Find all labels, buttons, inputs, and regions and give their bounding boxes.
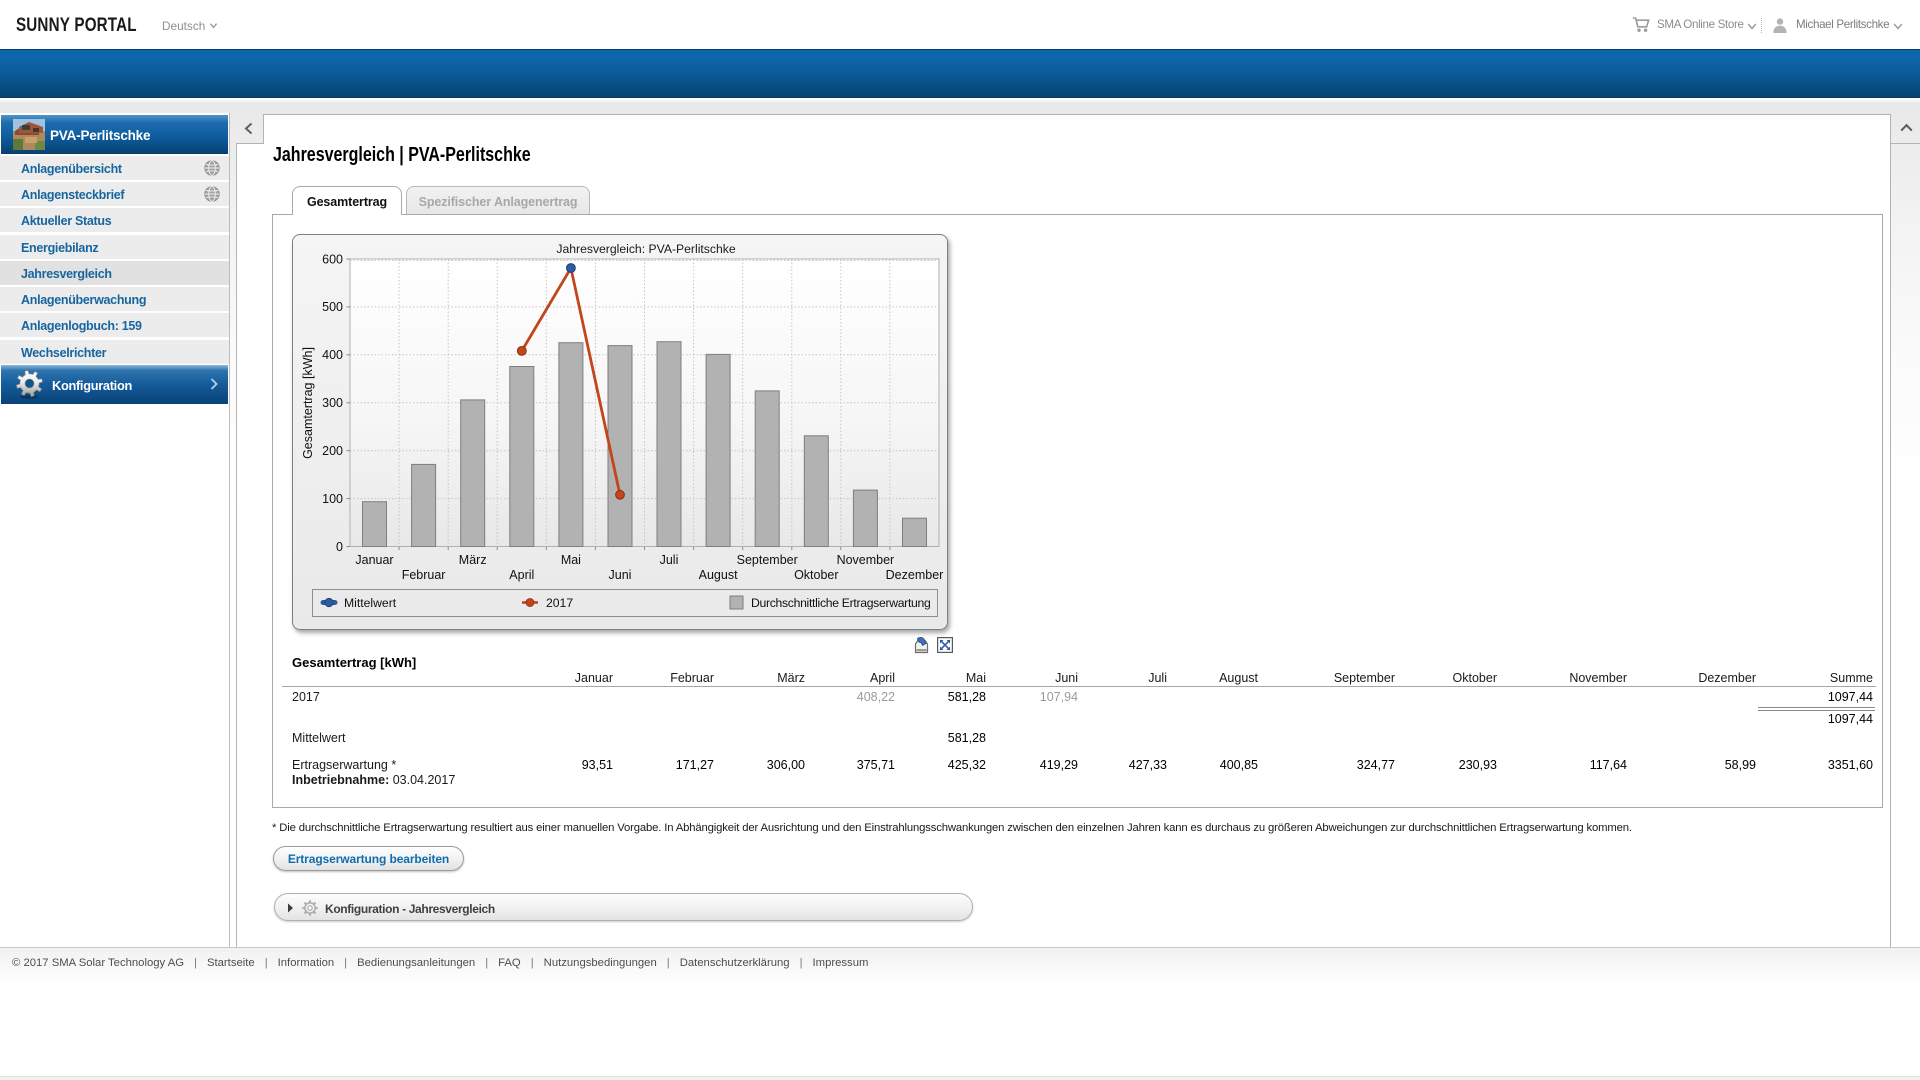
svg-text:April: April — [509, 568, 534, 582]
svg-text:400: 400 — [322, 348, 343, 362]
svg-text:Gesamtertrag [kWh]: Gesamtertrag [kWh] — [301, 347, 315, 459]
svg-text:Oktober: Oktober — [794, 568, 838, 582]
svg-text:500: 500 — [322, 300, 343, 314]
svg-text:Mittelwert: Mittelwert — [344, 596, 397, 610]
svg-text:November: November — [837, 553, 895, 567]
svg-text:200: 200 — [322, 444, 343, 458]
svg-text:Mai: Mai — [561, 553, 581, 567]
svg-text:0: 0 — [336, 540, 343, 554]
svg-text:Dezember: Dezember — [886, 568, 944, 582]
svg-text:300: 300 — [322, 396, 343, 410]
svg-text:100: 100 — [322, 492, 343, 506]
svg-text:600: 600 — [322, 252, 343, 266]
svg-text:Jahresvergleich: PVA-Perlitsch: Jahresvergleich: PVA-Perlitschke — [556, 242, 735, 256]
svg-text:Februar: Februar — [402, 568, 446, 582]
svg-text:Juli: Juli — [660, 553, 679, 567]
svg-text:September: September — [737, 553, 798, 567]
svg-text:August: August — [699, 568, 738, 582]
svg-text:März: März — [459, 553, 487, 567]
svg-text:Durchschnittliche Ertragserwar: Durchschnittliche Ertragserwartung — [751, 596, 930, 610]
svg-text:2017: 2017 — [546, 596, 573, 610]
svg-text:Juni: Juni — [609, 568, 632, 582]
svg-text:Januar: Januar — [355, 553, 393, 567]
